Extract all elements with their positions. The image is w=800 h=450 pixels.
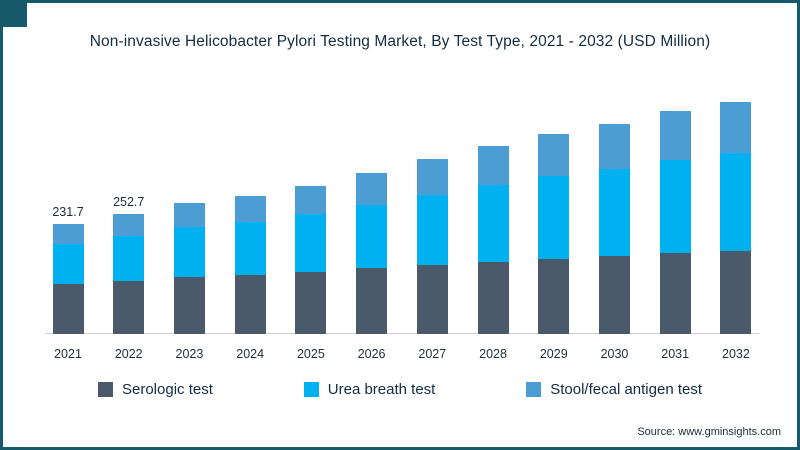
corner-accent-square	[3, 3, 27, 27]
serologic-test-segment	[659, 253, 691, 334]
bar-stack	[173, 202, 205, 334]
stool-fecal-antigen-test-segment	[598, 124, 630, 169]
bar-group: 252.7 2022	[106, 93, 152, 361]
x-axis-tick-label: 2027	[418, 347, 447, 361]
bar-stack	[234, 195, 266, 334]
bar-value-label: 231.7	[52, 204, 84, 219]
bar-group: 2027	[409, 93, 455, 361]
bar-group: 2026	[349, 93, 395, 361]
urea-breath-test-segment	[295, 213, 327, 272]
bar-group: 2025	[288, 93, 334, 361]
urea-breath-test-segment	[234, 221, 266, 275]
urea-breath-test-segment	[659, 159, 691, 254]
x-axis-tick-label: 2024	[236, 347, 265, 361]
x-axis-tick-label: 2022	[114, 347, 143, 361]
bar-columns: 231.7 2021 252.7 2022 2023 2024 2025 2026 2027 20…	[45, 93, 759, 361]
urea-breath-test-segment	[356, 204, 388, 269]
serologic-test-segment	[234, 274, 266, 334]
legend-label: Urea breath test	[327, 381, 436, 398]
stool-fecal-antigen-test-segment	[113, 214, 145, 237]
legend-swatch-icon	[526, 382, 542, 397]
source-note: Source: www.gminsights.com	[637, 426, 781, 438]
serologic-test-segment	[173, 277, 205, 334]
serologic-test-segment	[295, 271, 327, 334]
stool-fecal-antigen-test-segment	[173, 202, 205, 228]
serologic-test-segment	[720, 250, 752, 334]
bar-group: 2029	[531, 93, 577, 361]
legend-swatch-icon	[98, 382, 113, 397]
legend-swatch-icon	[303, 382, 319, 397]
urea-breath-test-segment	[416, 194, 448, 266]
legend-item-serologic-test: Serologic test	[98, 381, 213, 398]
legend-label: Serologic test	[122, 381, 213, 398]
legend: Serologic test Urea breath test Stool/feca…	[3, 381, 797, 398]
stool-fecal-antigen-test-segment	[295, 185, 327, 214]
x-axis-tick-label: 2031	[661, 347, 690, 361]
urea-breath-test-segment	[173, 227, 205, 278]
legend-label: Stool/fecal antigen test	[550, 381, 702, 398]
bar-stack	[720, 102, 752, 334]
bar-stack	[538, 134, 570, 334]
bar-stack	[598, 124, 630, 334]
bar-stack	[416, 159, 448, 334]
urea-breath-test-segment	[52, 243, 84, 285]
x-axis-tick-label: 2023	[175, 347, 204, 361]
urea-breath-test-segment	[538, 175, 570, 259]
serologic-test-segment	[52, 284, 84, 334]
stool-fecal-antigen-test-segment	[416, 159, 448, 195]
stool-fecal-antigen-test-segment	[538, 134, 570, 176]
legend-item-urea-breath-test: Urea breath test	[303, 381, 436, 398]
chart-title: Non-invasive Helicobacter Pylori Testing…	[89, 33, 711, 50]
serologic-test-segment	[113, 280, 145, 334]
urea-breath-test-segment	[113, 236, 145, 281]
stool-fecal-antigen-test-segment	[52, 223, 84, 244]
stool-fecal-antigen-test-segment	[720, 102, 752, 153]
bar-value-label: 252.7	[113, 195, 145, 210]
x-axis-tick-label: 2026	[357, 347, 386, 361]
stool-fecal-antigen-test-segment	[234, 195, 266, 222]
bar-group: 2024	[227, 93, 273, 361]
serologic-test-segment	[356, 268, 388, 334]
serologic-test-segment	[477, 261, 509, 334]
bar-group: 2031	[652, 93, 698, 361]
bar-stack	[295, 185, 327, 334]
x-axis-tick-label: 2032	[722, 347, 750, 361]
bar-stack	[477, 145, 509, 334]
stool-fecal-antigen-test-segment	[659, 111, 691, 160]
serologic-test-segment	[538, 258, 570, 334]
x-axis-line	[45, 333, 759, 334]
stool-fecal-antigen-test-segment	[477, 145, 509, 185]
serologic-test-segment	[416, 265, 448, 334]
x-axis-tick-label: 2021	[54, 347, 82, 361]
legend-item-stool-fecal-antigen-test: Stool/fecal antigen test	[526, 381, 702, 398]
urea-breath-test-segment	[720, 152, 752, 251]
x-axis-tick-label: 2029	[539, 347, 568, 361]
x-axis-tick-label: 2030	[600, 347, 629, 361]
stool-fecal-antigen-test-segment	[356, 173, 388, 205]
bar-stack	[659, 111, 691, 334]
x-axis-tick-label: 2025	[296, 347, 325, 361]
bar-stack	[52, 223, 84, 334]
bar-group: 2023	[166, 93, 212, 361]
bar-group: 231.7 2021	[45, 93, 91, 361]
plot-area: 231.7 2021 252.7 2022 2023 2024 2025 2026 2027 20…	[45, 93, 759, 361]
bar-group: 2028	[470, 93, 516, 361]
urea-breath-test-segment	[598, 168, 630, 257]
bar-group: 2032	[713, 93, 759, 361]
bar-stack	[356, 173, 388, 334]
serologic-test-segment	[598, 256, 630, 334]
urea-breath-test-segment	[477, 184, 509, 262]
bar-stack	[113, 214, 145, 334]
x-axis-tick-label: 2028	[479, 347, 507, 361]
bar-group: 2030	[591, 93, 637, 361]
